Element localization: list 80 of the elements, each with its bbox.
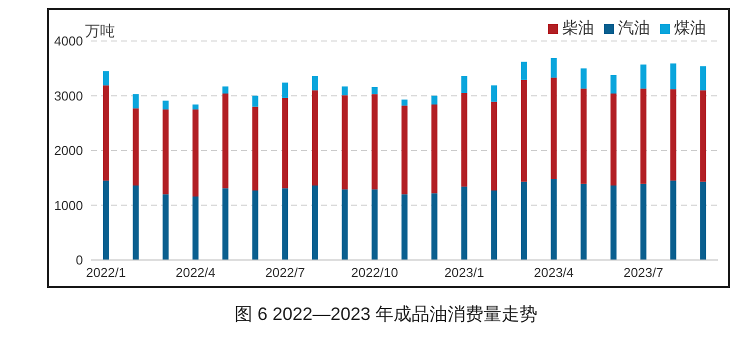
bar — [192, 104, 199, 110]
bar — [491, 102, 498, 190]
bar — [640, 184, 646, 260]
bar — [700, 66, 706, 90]
x-tick-label: 2022/10 — [351, 265, 398, 280]
bar — [520, 182, 527, 260]
bar — [342, 95, 348, 190]
bar — [132, 186, 139, 260]
bar — [312, 186, 318, 260]
bar — [520, 80, 527, 182]
bar — [550, 58, 557, 78]
bar — [431, 193, 438, 260]
bar — [640, 64, 646, 89]
bar — [491, 85, 498, 102]
bar — [402, 194, 408, 260]
bar — [640, 88, 646, 184]
bar — [102, 71, 109, 86]
bar — [312, 90, 318, 186]
bar — [610, 74, 617, 94]
x-tick-label: 2022/1 — [86, 265, 126, 280]
bar — [700, 182, 706, 260]
y-tick-label: 4000 — [54, 34, 83, 49]
bar — [431, 96, 438, 105]
bar — [162, 100, 169, 110]
legend-label: 柴油 — [562, 20, 594, 37]
bar — [580, 88, 587, 184]
bar — [132, 108, 139, 186]
x-tick-label: 2022/4 — [176, 265, 216, 280]
bar — [252, 190, 258, 260]
bar — [670, 89, 676, 181]
y-tick-label: 2000 — [54, 143, 83, 158]
bar — [192, 196, 199, 260]
bar — [312, 76, 318, 90]
bar — [102, 85, 109, 181]
x-tick-label: 2022/7 — [265, 265, 305, 280]
bar — [520, 62, 527, 80]
bar — [222, 94, 228, 188]
bar — [550, 78, 557, 179]
bar — [282, 98, 288, 188]
y-axis-title: 万吨 — [85, 22, 115, 41]
y-tick-label: 0 — [76, 252, 83, 268]
bar — [372, 86, 378, 94]
bar — [282, 82, 288, 98]
legend-label: 煤油 — [674, 20, 706, 37]
bar — [282, 188, 288, 260]
bar — [372, 94, 378, 190]
bar — [132, 94, 139, 108]
bar — [252, 96, 258, 107]
bar — [700, 90, 706, 182]
bar — [402, 106, 408, 194]
bar — [431, 104, 438, 194]
y-tick-label: 1000 — [54, 198, 83, 213]
bar — [610, 186, 617, 260]
bar — [342, 189, 348, 260]
bar — [222, 188, 228, 260]
bar — [162, 109, 169, 194]
bar — [192, 109, 199, 196]
bar — [461, 186, 468, 260]
x-tick-label: 2023/1 — [444, 265, 484, 280]
bar — [402, 100, 408, 106]
bar — [550, 178, 557, 260]
y-tick-label: 3000 — [54, 88, 83, 104]
x-tick-label: 2023/7 — [623, 265, 664, 280]
bar — [491, 190, 498, 260]
bar — [461, 93, 468, 187]
bar — [670, 63, 676, 90]
bar — [610, 94, 617, 186]
bar — [222, 86, 228, 94]
bar — [372, 189, 378, 260]
bar — [461, 76, 468, 94]
legend-label: 汽油 — [618, 20, 650, 37]
bar — [580, 184, 587, 260]
bar — [670, 180, 676, 260]
bar — [252, 106, 258, 190]
x-tick-label: 2023/4 — [534, 265, 574, 280]
bar — [342, 86, 348, 96]
bar — [102, 180, 109, 260]
bar — [162, 194, 169, 260]
text: 图 6 2022—2023 年成品油消费量走势 — [233, 303, 539, 326]
bar — [580, 68, 587, 89]
